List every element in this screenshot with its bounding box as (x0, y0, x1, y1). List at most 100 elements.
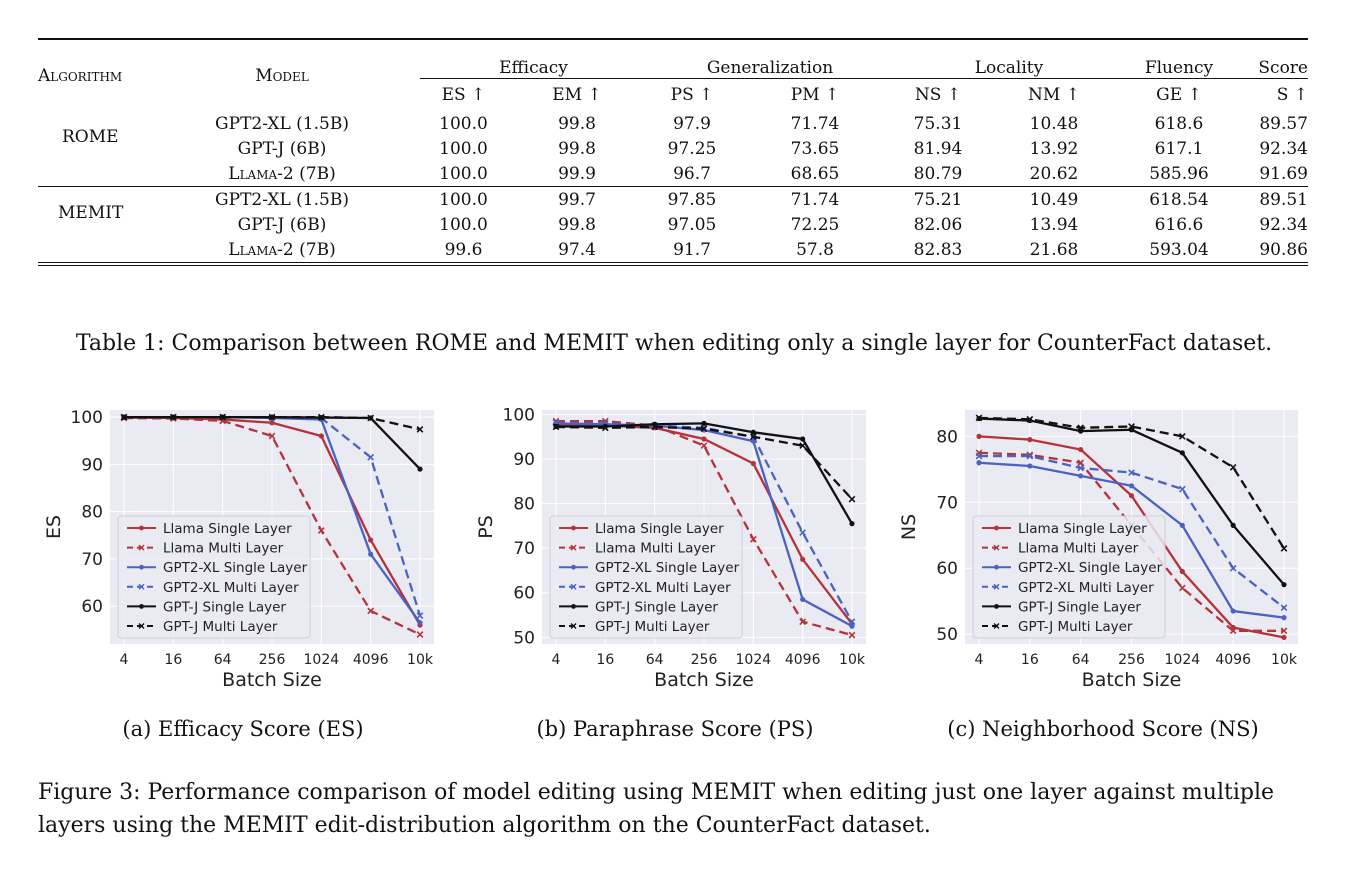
value-cell: 75.21 (893, 186, 983, 212)
y-tick-label: 100 (71, 408, 103, 428)
point-llama-single-layer (976, 433, 982, 439)
table-row: GPT-J (6B) 100.0 99.8 97.25 73.65 81.94 13.92 6… (38, 136, 1308, 161)
point-gpt-j-single-layer (750, 429, 756, 435)
value-cell: 100.0 (439, 214, 488, 235)
value-cell: 618.54 (1125, 186, 1233, 212)
point-gpt-j-multi-layer (651, 423, 659, 431)
value-cell: 10.49 (983, 186, 1125, 212)
value-cell: 72.25 (790, 214, 840, 235)
legend-label: Llama Single Layer (1018, 521, 1147, 537)
point-gpt-j-multi-layer (120, 413, 128, 421)
point-llama-multi-layer (799, 618, 807, 626)
model-cell: Llama-2 (7B) (228, 163, 336, 184)
model-cell: GPT-J (6B) (237, 138, 327, 159)
y-axis-label: PS (475, 515, 497, 539)
point-gpt2-xl-single-layer (1179, 522, 1185, 528)
legend-marker (138, 583, 145, 590)
point-gpt2-xl-multi-layer (975, 452, 983, 460)
point-gpt-j-multi-layer (799, 442, 807, 450)
y-tick-label: 70 (936, 493, 958, 513)
value-cell: 92.34 (1259, 138, 1308, 159)
legend-label: Llama Multi Layer (163, 541, 284, 557)
point-gpt2-xl-single-layer (1230, 608, 1236, 614)
x-tick-label: 4 (552, 652, 561, 668)
model-cell: GPT2-XL (1.5B) (215, 113, 349, 134)
table-body: ROME GPT2-XL (1.5B) 100.0 99.8 97.9 71.74 75.3… (38, 111, 1308, 264)
legend-label: Llama Single Layer (163, 521, 292, 537)
point-gpt2-xl-single-layer (1078, 473, 1084, 479)
point-gpt-j-single-layer (800, 436, 806, 442)
point-gpt-j-multi-layer (169, 413, 177, 421)
point-gpt-j-multi-layer (367, 414, 375, 422)
point-llama-multi-layer (1077, 459, 1085, 467)
legend-label: Llama Multi Layer (595, 541, 716, 557)
subcaption-c: (c) Neighborhood Score (NS) (947, 717, 1259, 741)
value-cell: 585.96 (1149, 163, 1209, 184)
point-gpt2-xl-multi-layer (1229, 564, 1237, 572)
header-nm: NM ↑ (1028, 85, 1080, 105)
header-group-fluency: Fluency (1125, 39, 1233, 79)
legend-marker (570, 583, 577, 590)
chart-paraphrase-score: 4 16 64 256 1024 4096 10k 50 60 70 80 90 100 Batch Si… (475, 405, 866, 691)
point-gpt2-xl-multi-layer (1077, 464, 1085, 472)
value-cell: 57.8 (796, 239, 834, 260)
y-tick-label: 60 (513, 584, 535, 604)
legend-label: GPT2-XL Single Layer (595, 560, 740, 576)
point-gpt-j-multi-layer (416, 426, 424, 433)
value-cell: 71.74 (790, 113, 840, 134)
value-cell: 100.0 (439, 113, 488, 134)
model-cell: GPT-J (6B) (237, 214, 327, 235)
x-tick-label: 10k (1271, 652, 1298, 668)
legend-label: GPT2-XL Single Layer (163, 560, 308, 576)
point-llama-single-layer (269, 420, 275, 426)
value-cell: 100.0 (439, 163, 488, 184)
point-gpt-j-single-layer (701, 420, 707, 426)
x-tick-label: 4096 (1215, 652, 1251, 668)
value-cell: 593.04 (1149, 239, 1209, 260)
legend-box (972, 515, 1166, 639)
y-tick-label: 90 (81, 455, 103, 475)
x-axis-label: Batch Size (1082, 669, 1182, 691)
point-gpt2-xl-multi-layer (1026, 452, 1034, 460)
value-cell: 99.6 (444, 239, 483, 260)
model-cell: GPT2-XL (1.5B) (144, 186, 420, 212)
legend-label: GPT-J Single Layer (1018, 599, 1141, 615)
point-gpt-j-single-layer (1179, 450, 1185, 456)
point-llama-single-layer (1128, 493, 1135, 499)
point-gpt2-xl-single-layer (849, 623, 855, 629)
x-tick-label: 64 (214, 652, 232, 668)
table-row: Llama-2 (7B) 99.6 97.4 91.7 57.8 82.83 21.68 59… (38, 237, 1308, 264)
x-tick-label: 256 (691, 652, 718, 668)
header-algorithm: Algorithm (38, 65, 123, 86)
x-tick-label: 1024 (304, 652, 340, 668)
point-llama-multi-layer (1229, 627, 1237, 635)
x-tick-label: 4096 (353, 652, 389, 668)
x-tick-label: 10k (839, 652, 866, 668)
value-cell: 97.25 (667, 138, 717, 159)
legend-label: GPT-J Multi Layer (1018, 619, 1133, 635)
header-group-locality: Locality (893, 39, 1125, 79)
legend-label: GPT2-XL Multi Layer (595, 580, 731, 596)
legend-marker (138, 623, 145, 629)
legend-marker (993, 583, 1000, 590)
x-tick-label: 10k (407, 652, 434, 668)
legend-label: GPT2-XL Multi Layer (163, 580, 299, 596)
x-tick-label: 1024 (736, 652, 772, 668)
point-llama-multi-layer (317, 527, 325, 534)
x-axis-label: Batch Size (654, 669, 754, 691)
x-axis-label: Batch Size (222, 669, 322, 691)
point-gpt2-xl-single-layer (800, 596, 806, 603)
value-cell: 618.6 (1154, 113, 1204, 134)
header-s: S ↑ (1276, 85, 1308, 105)
legend-label: GPT-J Multi Layer (595, 619, 710, 635)
value-cell: 92.34 (1259, 214, 1308, 235)
point-gpt-j-multi-layer (1280, 545, 1288, 552)
legend-label: GPT2-XL Multi Layer (1018, 580, 1154, 596)
y-tick-label: 70 (513, 539, 535, 559)
y-tick-label: 80 (936, 427, 958, 447)
y-tick-label: 50 (513, 628, 535, 648)
point-gpt-j-multi-layer (1128, 423, 1135, 430)
value-cell: 89.57 (1259, 113, 1308, 134)
x-tick-label: 4 (120, 652, 129, 668)
value-cell: 97.85 (647, 186, 737, 212)
